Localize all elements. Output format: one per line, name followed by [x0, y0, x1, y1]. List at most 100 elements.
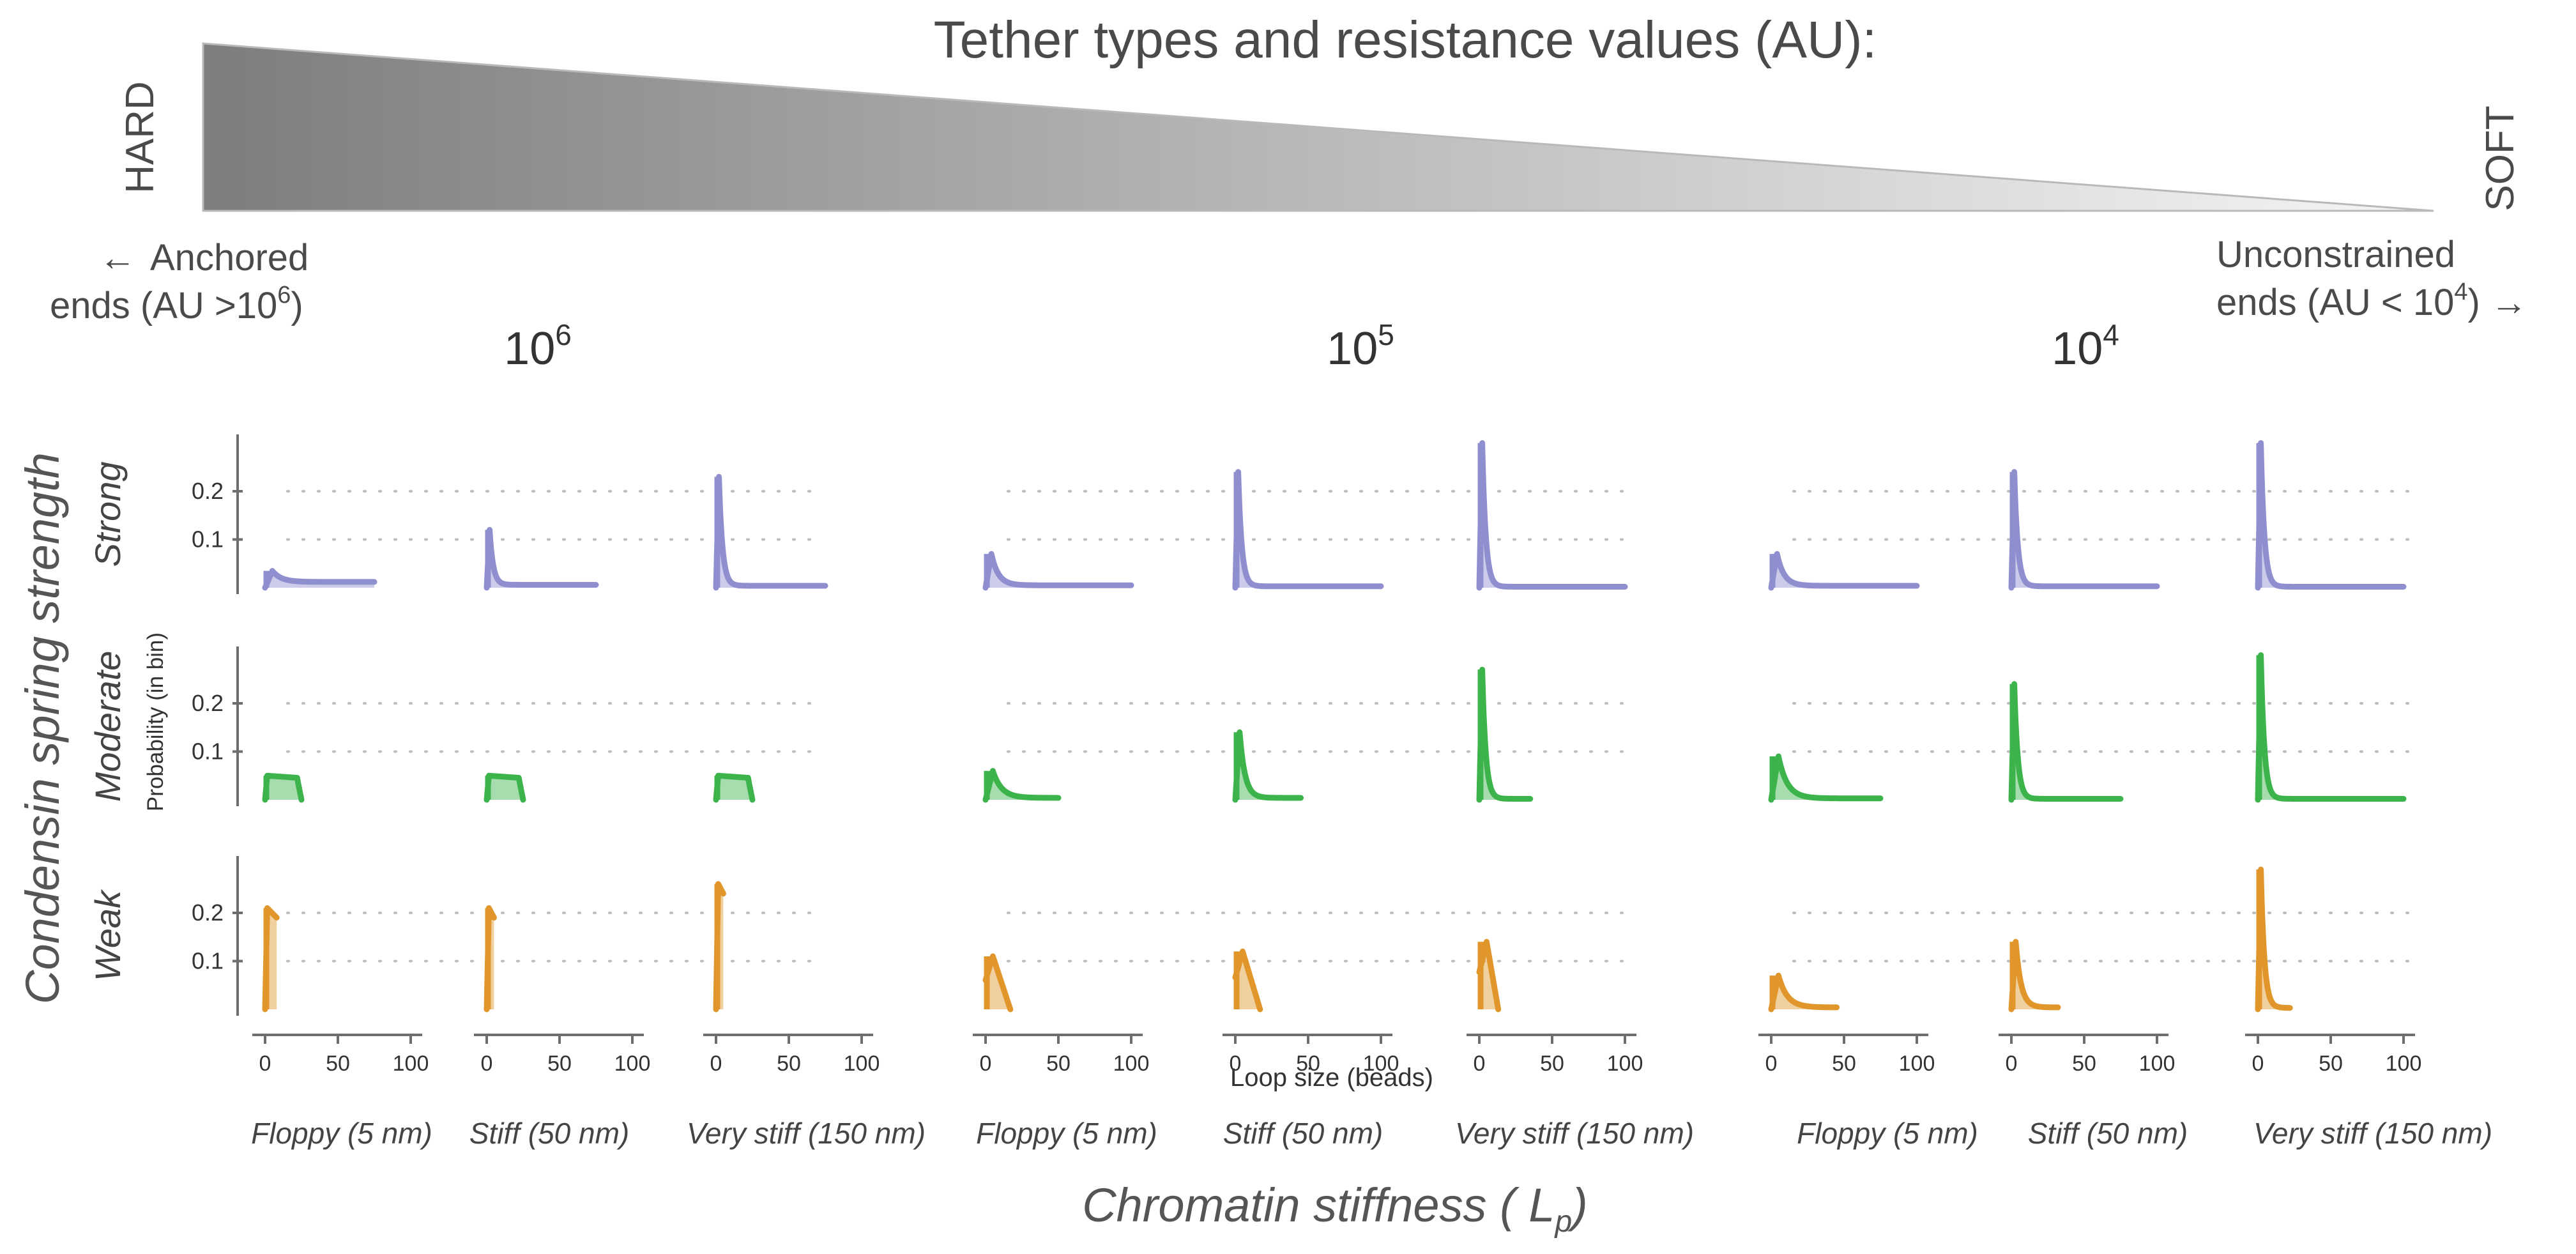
x-tick-label: 50 [777, 1051, 801, 1076]
anchored-ends-label: ← Anchored ends (AU >106) [50, 237, 319, 326]
unconstrained-exponent: 4 [2454, 279, 2467, 305]
distribution-area [1479, 443, 1625, 588]
distribution-panel [982, 768, 1062, 803]
distribution-panel [713, 772, 756, 803]
column-stiffness-label: Stiff (50 nm) [1223, 1117, 1383, 1150]
x-tick-label: 0 [1230, 1051, 1242, 1076]
distribution-panel [1232, 469, 1384, 591]
left-arrow-icon: ← [99, 237, 136, 279]
distribution-line [2008, 469, 2160, 591]
y-tick-label: 0.2 [192, 899, 224, 926]
x-tick-label: 50 [326, 1051, 350, 1076]
distribution-area [2011, 471, 2157, 588]
chromatin-stiffness-main: Chromatin stiffness ( L [1082, 1179, 1555, 1232]
distribution-panel [2255, 652, 2407, 803]
x-tick-label: 50 [2072, 1051, 2096, 1076]
distribution-line [484, 772, 526, 803]
distribution-panel [484, 772, 526, 803]
distribution-panel [2008, 938, 2061, 1013]
distribution-line [713, 473, 828, 591]
figure-title: Tether types and resistance values (AU): [934, 11, 1877, 69]
distribution-panel [1232, 729, 1304, 803]
x-tick-label: 50 [1296, 1051, 1320, 1076]
distribution-panel [2255, 866, 2293, 1013]
x-tick-label: 100 [1899, 1051, 1935, 1076]
y-tick-label: 0.2 [192, 478, 224, 504]
distribution-panel [484, 905, 497, 1013]
distribution-area [2258, 655, 2404, 800]
unconstrained-line1: Unconstrained [2216, 234, 2455, 275]
x-axis: 0 50 100 [2245, 1034, 2422, 1076]
distribution-area [1235, 732, 1301, 800]
tether-value-exponent: 4 [2103, 318, 2119, 351]
tether-value-base: 10 [2052, 323, 2103, 374]
distribution-line [1476, 440, 1628, 591]
tether-value-base: 10 [1327, 323, 1378, 374]
x-tick-label: 50 [1832, 1051, 1856, 1076]
row-labels: Strong Moderate Weak [88, 462, 128, 982]
distribution-panel [1476, 440, 1628, 591]
x-axis: 0 50 100 [1999, 1034, 2176, 1076]
distribution-panel [484, 526, 599, 591]
distribution-line [1768, 551, 1920, 591]
column-stiffness-label: Very stiff (150 nm) [2253, 1117, 2492, 1150]
column-stiffness-label: Floppy (5 nm) [1797, 1117, 1978, 1150]
distribution-line [1232, 729, 1304, 803]
x-tick-label: 0 [259, 1051, 271, 1076]
column-labels: Floppy (5 nm) Stiff (50 nm) Very stiff (15… [251, 1117, 2492, 1150]
column-stiffness-label: Floppy (5 nm) [251, 1117, 432, 1150]
x-tick-label: 100 [2386, 1051, 2422, 1076]
tether-value-exponent: 5 [1378, 318, 1394, 351]
x-tick-label: 100 [393, 1051, 429, 1076]
distribution-line [262, 772, 305, 803]
condensin-strength-label: Condensin spring strength [16, 452, 69, 1004]
soft-label: SOFT [2478, 105, 2522, 211]
column-stiffness-label: Stiff (50 nm) [2028, 1117, 2188, 1150]
distribution-area [986, 554, 1131, 588]
x-tick-label: 50 [547, 1051, 572, 1076]
distribution-area [716, 776, 752, 800]
chromatin-stiffness-sub: p [1553, 1205, 1572, 1239]
distribution-area [265, 776, 301, 800]
unconstrained-ends-label: Unconstrained ends (AU < 104) → [2216, 234, 2527, 323]
distribution-line [484, 526, 599, 591]
distribution-area [1479, 669, 1530, 800]
distribution-line [1768, 972, 1840, 1013]
x-tick-label: 0 [710, 1051, 722, 1076]
x-axis: 0 50 100 [703, 1034, 880, 1076]
y-axes: 0.1 0.2 0.1 0.2 0.1 0.2 [192, 434, 2422, 1016]
distribution-line [1476, 666, 1534, 803]
distribution-panel [1232, 948, 1263, 1013]
distribution-panel [2255, 440, 2407, 591]
x-tick-label: 100 [2139, 1051, 2176, 1076]
tether-value-base: 10 [504, 323, 555, 374]
x-tick-label: 0 [481, 1051, 493, 1076]
distribution-line [262, 568, 377, 591]
distribution-line [982, 551, 1134, 591]
distribution-panel [262, 772, 305, 803]
distribution-area [716, 477, 825, 588]
distribution-line [2008, 938, 2061, 1013]
x-axis: 0 50 100 [1758, 1034, 1935, 1076]
x-tick-label: 0 [1765, 1051, 1778, 1076]
unconstrained-close: ) → [2468, 282, 2527, 323]
distribution-panel [262, 905, 280, 1013]
y-tick-label: 0.1 [192, 738, 224, 765]
column-stiffness-label: Floppy (5 nm) [976, 1117, 1157, 1150]
distribution-area [487, 776, 523, 800]
x-tick-label: 0 [1474, 1051, 1486, 1076]
row-label: Weak [88, 889, 128, 981]
distribution-panel [982, 953, 1014, 1013]
x-tick-label: 50 [1046, 1051, 1071, 1076]
x-tick-label: 100 [1363, 1051, 1399, 1076]
distribution-panel [262, 568, 377, 591]
tether-value-label: 104 [2052, 318, 2119, 374]
distribution-line [2255, 652, 2407, 803]
tether-value-label: 106 [504, 318, 572, 374]
anchored-line2: ends (AU >10 [50, 285, 277, 326]
distribution-line [982, 768, 1062, 803]
distribution-area [1235, 471, 1381, 588]
x-tick-label: 100 [844, 1051, 880, 1076]
x-tick-label: 50 [2319, 1051, 2343, 1076]
distribution-panel [713, 473, 828, 591]
